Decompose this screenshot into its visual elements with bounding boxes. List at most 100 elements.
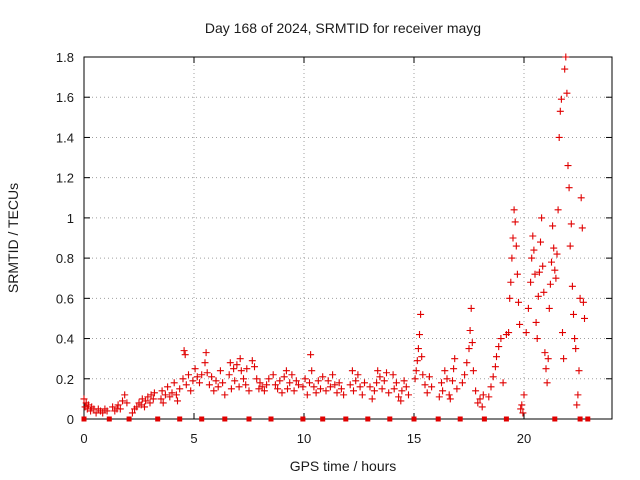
x-axis-label: GPS time / hours — [290, 458, 397, 474]
data-point — [530, 246, 538, 254]
data-point — [237, 367, 245, 375]
data-point — [276, 377, 284, 385]
gap-marker — [365, 416, 371, 422]
data-point — [513, 270, 521, 278]
y-tick-label: 0.8 — [56, 251, 74, 266]
data-point — [461, 371, 469, 379]
data-point — [505, 329, 513, 337]
data-point — [560, 355, 568, 363]
data-point — [478, 403, 486, 411]
data-point — [565, 184, 573, 192]
data-point — [306, 379, 313, 387]
x-tick-label: 5 — [190, 431, 197, 446]
y-tick-label: 0.2 — [56, 372, 74, 387]
y-tick-label: 0.4 — [56, 332, 74, 347]
data-point — [550, 244, 558, 252]
data-point — [243, 365, 251, 373]
data-point — [346, 381, 354, 389]
data-point — [524, 304, 532, 312]
data-point — [540, 288, 548, 296]
data-point — [531, 270, 539, 278]
data-point — [472, 387, 480, 395]
gap-marker — [411, 416, 417, 422]
y-tick-label: 1.4 — [56, 130, 74, 145]
data-point — [561, 65, 569, 73]
data-point — [541, 349, 549, 357]
data-point — [378, 385, 386, 393]
data-point — [170, 379, 178, 387]
data-point — [450, 365, 458, 373]
data-point — [301, 375, 309, 383]
gap-marker — [126, 416, 132, 422]
data-point — [534, 292, 542, 300]
y-axis-label: SRMTID / TECUs — [5, 183, 21, 293]
data-point — [578, 224, 586, 232]
data-point — [295, 381, 302, 389]
data-point — [539, 262, 547, 270]
data-point — [271, 381, 279, 389]
data-point — [451, 355, 459, 363]
gap-marker — [81, 416, 87, 422]
data-point — [517, 405, 525, 413]
gap-marker — [503, 416, 509, 422]
data-point — [348, 367, 356, 375]
data-point — [109, 403, 117, 411]
data-point — [253, 375, 261, 383]
data-point — [398, 387, 406, 395]
data-point — [577, 194, 585, 202]
data-point — [80, 395, 88, 403]
data-point — [532, 318, 540, 326]
data-point — [553, 250, 561, 258]
data-point — [554, 206, 562, 214]
data-point — [463, 359, 471, 367]
gap-marker — [222, 416, 228, 422]
data-point — [383, 369, 390, 377]
data-point — [123, 399, 131, 407]
data-point — [358, 391, 366, 399]
data-point — [438, 379, 445, 387]
gap-marker — [577, 416, 583, 422]
data-point — [280, 373, 288, 381]
data-point — [435, 393, 443, 401]
data-point — [519, 409, 527, 417]
data-point — [269, 371, 277, 379]
data-point — [312, 389, 320, 397]
data-point — [303, 391, 311, 399]
gap-marker — [552, 416, 558, 422]
data-point — [512, 242, 520, 250]
data-point — [116, 405, 124, 413]
data-point — [416, 331, 423, 339]
data-point — [141, 403, 148, 411]
gap-marker — [481, 416, 487, 422]
data-point — [168, 389, 176, 397]
data-point — [518, 401, 526, 409]
data-point — [286, 379, 294, 387]
gap-marker — [106, 416, 112, 422]
data-point — [361, 379, 368, 387]
data-point — [242, 381, 250, 389]
data-point — [476, 395, 484, 403]
data-point — [527, 278, 535, 286]
data-point — [240, 375, 247, 383]
data-point — [466, 327, 474, 335]
data-point — [322, 387, 330, 395]
data-point — [352, 377, 360, 385]
data-point — [390, 385, 398, 393]
x-tick-label: 20 — [517, 431, 531, 446]
data-point — [405, 391, 412, 399]
data-point — [121, 391, 129, 399]
data-point — [548, 258, 555, 266]
data-point — [545, 304, 553, 312]
data-point — [542, 365, 550, 373]
data-point — [370, 387, 378, 395]
data-point — [282, 367, 290, 375]
data-point — [395, 393, 403, 401]
data-point — [226, 359, 234, 367]
data-point — [290, 387, 298, 395]
data-point — [467, 304, 475, 312]
data-point — [354, 371, 362, 379]
data-point — [397, 397, 405, 405]
data-point — [374, 367, 382, 375]
data-point — [575, 367, 583, 375]
